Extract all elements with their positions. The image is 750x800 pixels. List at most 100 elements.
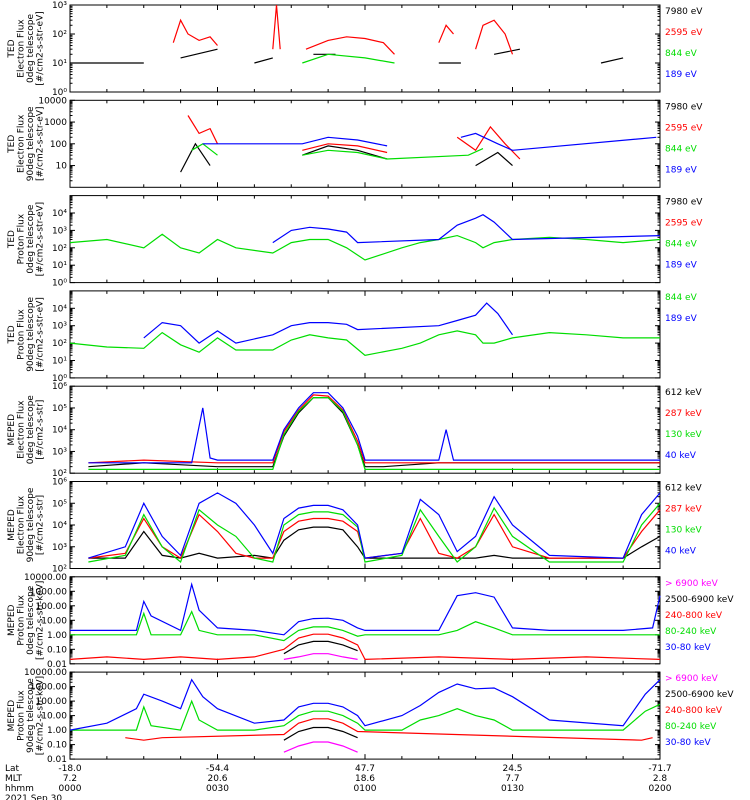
footer-row-label: hhmm	[5, 784, 34, 794]
series-line	[283, 726, 358, 741]
series-line	[283, 640, 358, 655]
y-axis-label-line: Proton Flux	[17, 594, 27, 645]
y-axis-label: TEDProton Flux90deg telescope[#/cm2-s-st…	[7, 297, 46, 372]
series-line	[88, 509, 661, 559]
y-tick-label: 10³	[52, 447, 67, 457]
y-tick-label: 10²	[52, 244, 67, 254]
legend-entry: 612 keV	[665, 388, 702, 398]
series-line	[202, 132, 657, 151]
y-axis-label-line: Proton Flux	[17, 308, 27, 359]
y-axis-label-line: TED	[7, 230, 17, 249]
footer-tick-lat: 47.7	[355, 764, 375, 774]
series-line	[88, 394, 660, 464]
legend-entry: 7980 eV	[665, 7, 703, 17]
footer-tick-mlt: 18.6	[355, 774, 375, 784]
y-axis-label-line: [#/cm2-s-str-keV]	[36, 676, 46, 755]
y-tick-label: 10000.00	[24, 573, 67, 583]
series-line	[191, 143, 484, 160]
y-tick-label: 100.00	[36, 602, 68, 612]
y-axis-label-line: [#/cm2-s-str-eV]	[36, 107, 46, 182]
y-tick-label: 10¹	[52, 59, 67, 69]
footer-tick-hhmm: 0030	[206, 784, 229, 794]
y-axis-label-line: MEPED	[7, 604, 17, 636]
panel-meped-electron-90: 10² 10³ 10⁴ 10⁵ 10⁶ MEPEDElectron Flux90deg t…	[7, 478, 702, 575]
panel-frame	[69, 671, 661, 760]
series-line	[283, 653, 358, 660]
legend-entry: 2500-6900 keV	[665, 690, 734, 700]
y-tick-label: 10000.00	[24, 668, 67, 678]
y-axis-label-line: 0deg telescope	[26, 585, 36, 655]
legend-entry: 7980 eV	[665, 198, 703, 208]
y-axis-label-line: Electron Flux	[17, 114, 27, 173]
series-line	[69, 633, 661, 661]
footer-tick-lat: -18.0	[58, 764, 82, 774]
series-line	[88, 397, 660, 468]
y-tick-label: 100.00	[36, 697, 68, 707]
y-axis-label-line: [#/cm2-s-str-eV]	[36, 297, 46, 372]
y-tick-label: 10⁰	[52, 88, 67, 98]
panel-meped-proton-90: 0.010.101.0010.00100.001000.0010000.00ME…	[7, 668, 734, 765]
legend-entry: 240-800 keV	[665, 611, 723, 621]
legend-entry: > 6900 keV	[665, 674, 719, 684]
series-line	[173, 5, 660, 54]
y-tick-label: 10⁴	[52, 426, 67, 436]
footer-tick-hhmm: 0130	[501, 784, 524, 794]
y-tick-label: 10²	[52, 339, 67, 349]
y-axis-label-line: TED	[7, 135, 17, 154]
y-tick-label: 10⁶	[52, 382, 67, 392]
series-line	[70, 49, 660, 63]
series-line	[70, 699, 661, 731]
panel-ted-proton-90: 10⁰ 10¹ 10² 10³ 10⁴ TEDProton Flux90deg teles…	[7, 290, 698, 384]
y-tick-label: 10³	[52, 322, 67, 332]
y-tick-label: 1.00	[47, 726, 67, 736]
y-tick-label: 0.01	[47, 660, 67, 670]
legend-entry: 287 keV	[665, 409, 702, 419]
y-axis-label-line: 90deg telescope	[26, 487, 36, 562]
y-axis-label-line: MEPED	[7, 700, 17, 732]
y-tick-label: 10	[56, 162, 68, 172]
series-line	[88, 397, 660, 470]
series-line	[70, 582, 661, 636]
series-line	[180, 142, 513, 173]
y-tick-label: 10⁶	[52, 478, 67, 488]
legend-entry: 240-800 keV	[665, 706, 723, 716]
y-axis-label: TEDElectron Flux90deg telescope[#/cm2-s-…	[7, 106, 46, 181]
y-tick-label: 10³	[52, 1, 67, 11]
legend-entry: 2595 eV	[665, 123, 703, 133]
y-axis-label-line: TED	[7, 39, 17, 58]
y-tick-label: 10000	[38, 96, 67, 106]
y-tick-label: 10⁵	[52, 404, 67, 414]
y-tick-label: 1000	[44, 118, 67, 128]
panel-ted-proton-0: 10⁰ 10¹ 10² 10³ 10⁴ TEDProton Flux0deg telesc…	[7, 195, 703, 289]
legend-entry: 844 eV	[665, 49, 698, 59]
footer-tick-mlt: 7.2	[63, 774, 77, 784]
y-tick-label: 1.00	[47, 631, 67, 641]
legend-entry: 844 eV	[665, 293, 698, 303]
legend-entry: 189 eV	[665, 261, 698, 271]
footer-date: 2021 Sep 30	[5, 794, 62, 800]
series-line	[88, 492, 661, 559]
y-axis-label-line: 0deg telescope	[26, 14, 36, 84]
y-tick-label: 0.10	[47, 645, 67, 655]
y-tick-label: 10⁴	[52, 209, 67, 219]
y-axis-label-line: Electron Flux	[17, 495, 27, 554]
y-tick-label: 10²	[52, 30, 67, 40]
legend-entry: 612 keV	[665, 484, 702, 494]
y-axis-label: MEPEDElectron Flux90deg telescope[#/cm2-…	[7, 487, 46, 562]
series-line	[69, 233, 661, 261]
footer-tick-hhmm: 0000	[59, 784, 82, 794]
y-axis-label-line: [#/cm2-s-str]	[36, 400, 46, 460]
y-axis-label-line: Proton Flux	[17, 213, 27, 264]
legend-entry: 2595 eV	[665, 28, 703, 38]
y-tick-label: 10.00	[41, 712, 67, 722]
legend-entry: 2500-6900 keV	[665, 595, 734, 605]
y-tick-label: 10³	[52, 226, 67, 236]
footer-tick-mlt: 7.7	[505, 774, 519, 784]
legend-entry: 80-240 keV	[665, 627, 717, 637]
series-line	[302, 53, 395, 64]
y-axis-label-line: MEPED	[7, 414, 17, 446]
y-axis-label-line: Electron Flux	[17, 19, 27, 78]
y-axis-label-line: [#/cm2-s-str-eV]	[36, 11, 46, 86]
y-tick-label: 10²	[52, 565, 67, 575]
